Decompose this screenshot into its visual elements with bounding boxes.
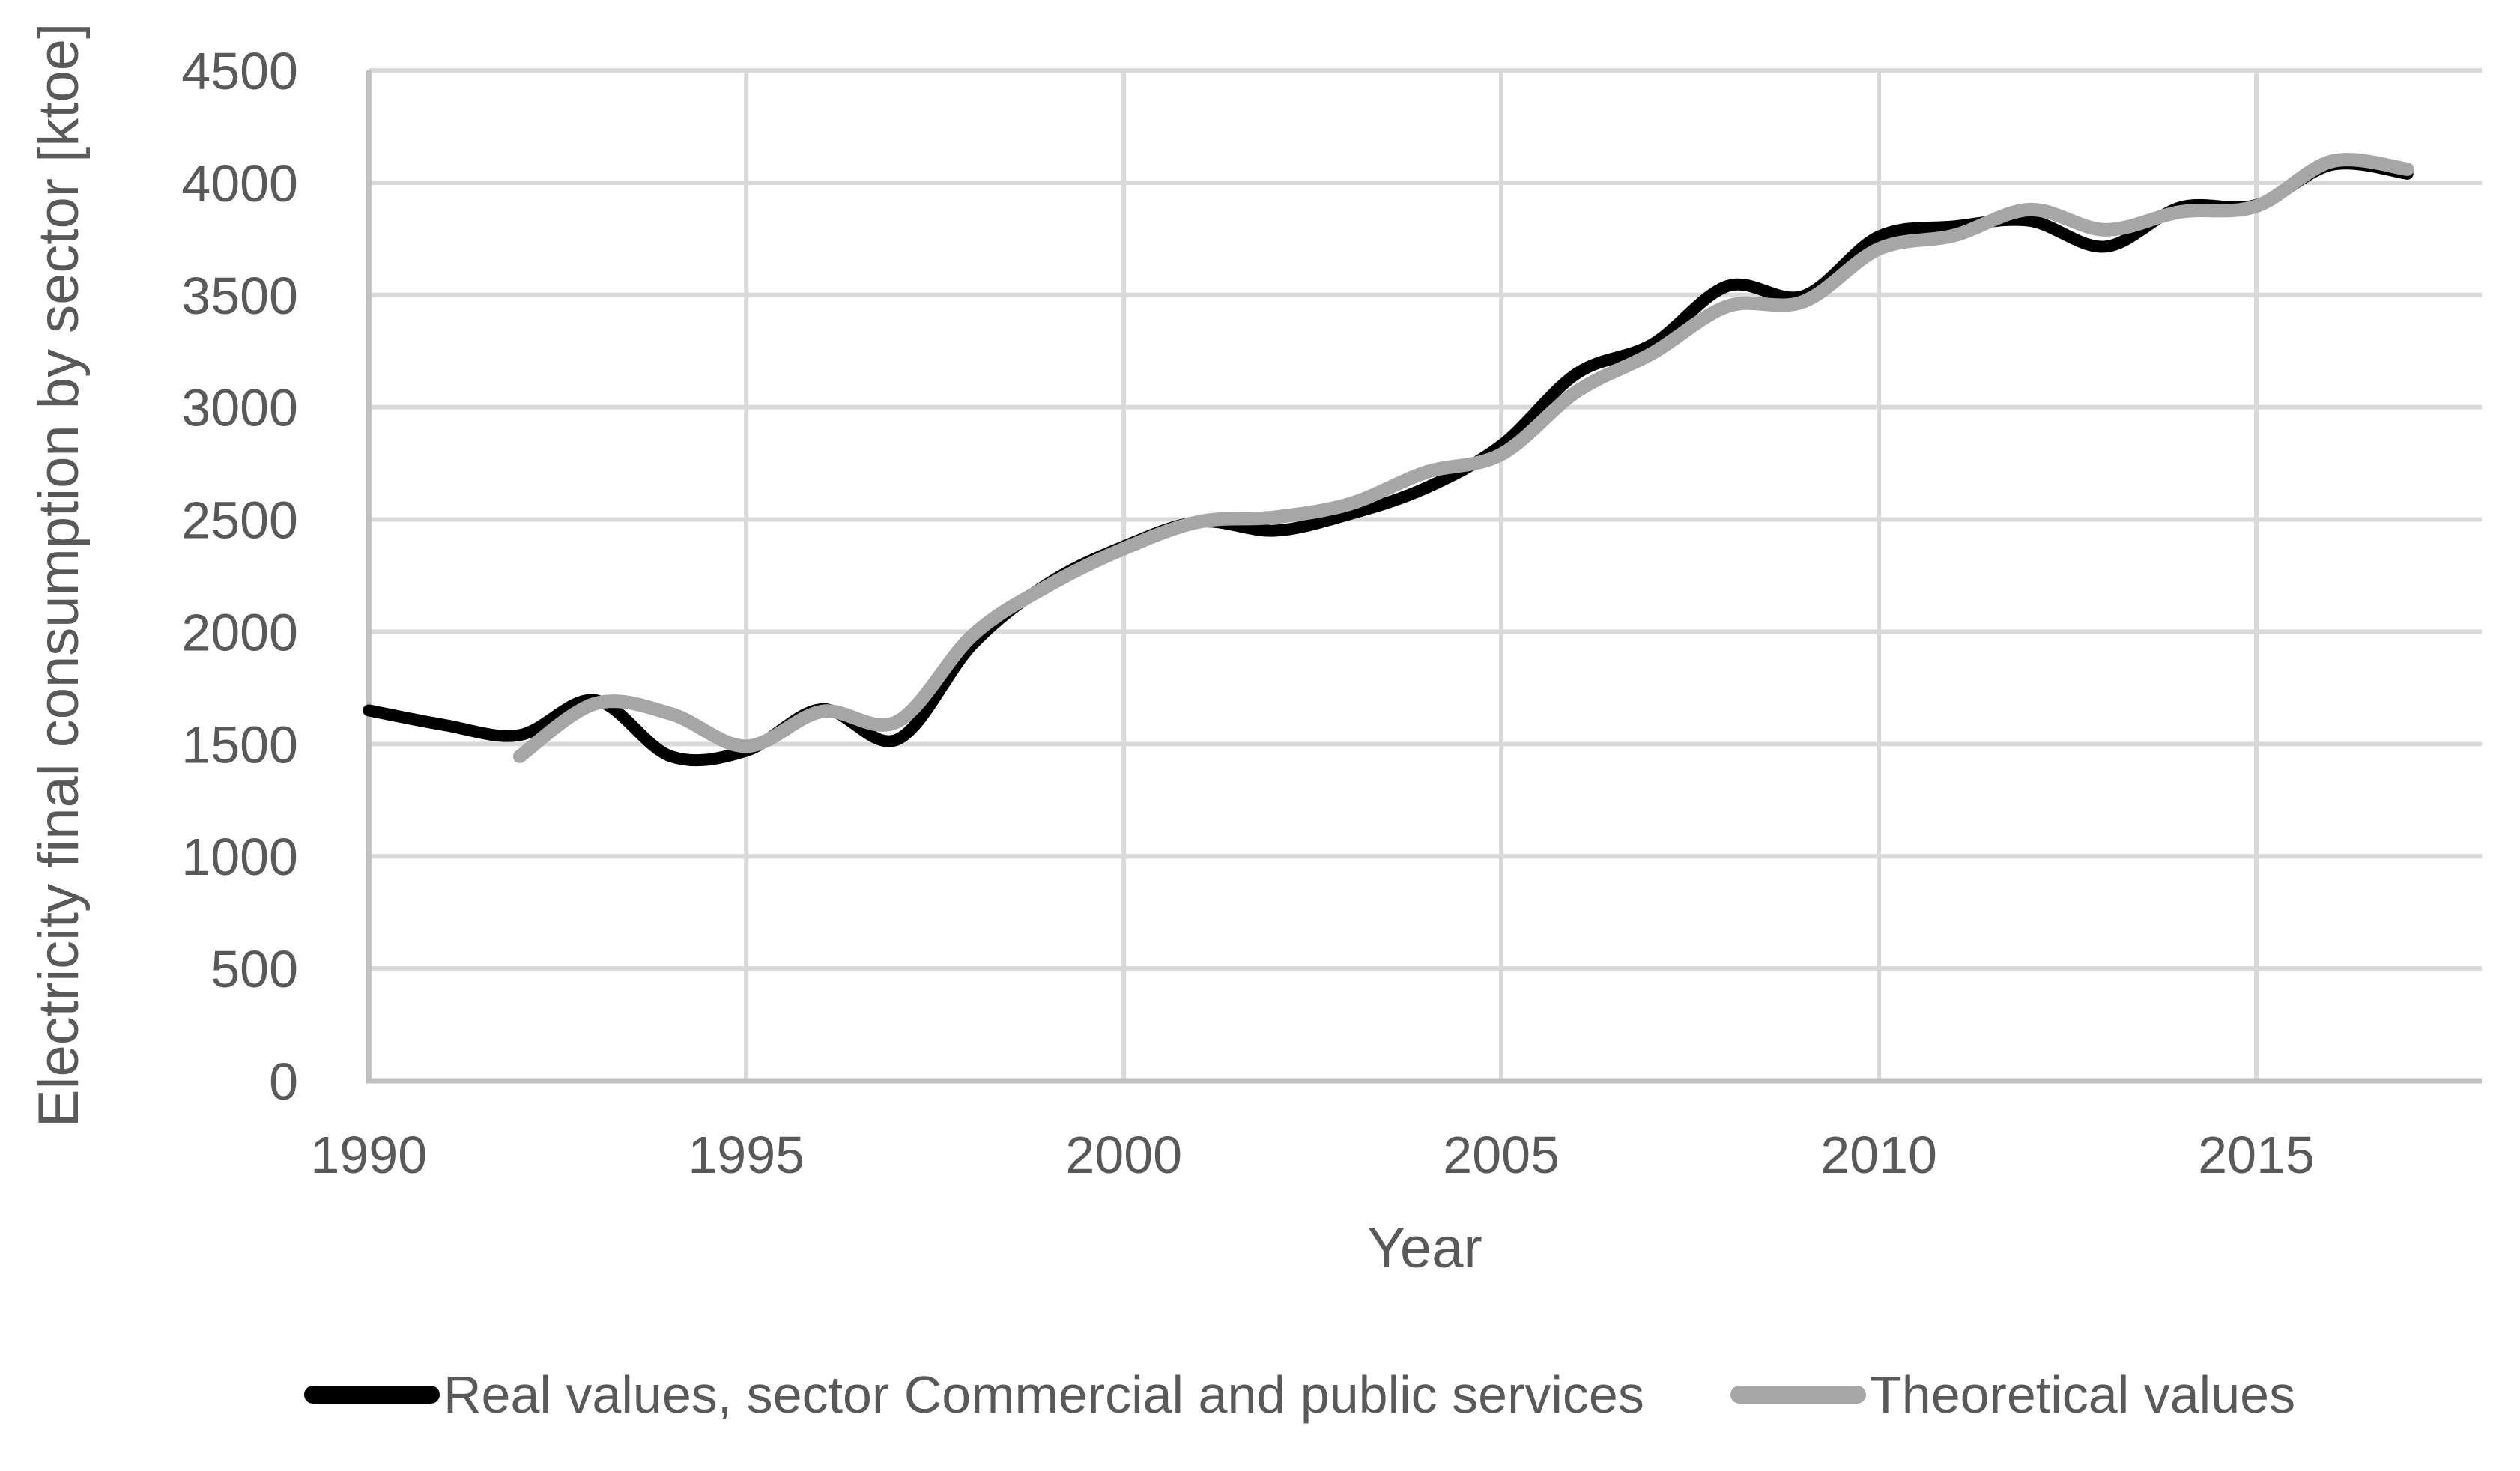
y-tick-label: 1000 bbox=[181, 828, 298, 886]
legend: Real values, sector Commercial and publi… bbox=[304, 1365, 2295, 1424]
y-tick-label: 1500 bbox=[181, 715, 298, 774]
x-tick-label: 2000 bbox=[1065, 1126, 1182, 1184]
legend-label-theoretical-values: Theoretical values bbox=[1870, 1365, 2295, 1424]
y-tick-label: 4500 bbox=[181, 42, 298, 100]
legend-label-real-values: Real values, sector Commercial and publi… bbox=[443, 1365, 1644, 1424]
y-tick-label: 0 bbox=[269, 1052, 298, 1111]
x-tick-label: 2015 bbox=[2198, 1126, 2315, 1184]
y-tick-label: 2500 bbox=[181, 491, 298, 550]
axis-lines bbox=[366, 70, 2482, 1084]
x-tick-label: 2010 bbox=[1820, 1126, 1937, 1184]
theoretical-values-line bbox=[512, 153, 2414, 763]
x-axis-title: Year bbox=[1367, 1216, 1482, 1280]
x-axis-tick-labels: 1990 1995 2000 2005 2010 2015 bbox=[310, 1126, 2314, 1184]
x-tick-label: 1990 bbox=[310, 1126, 427, 1184]
x-tick-label: 1995 bbox=[688, 1126, 805, 1184]
y-axis-title: Electricity final consumption by sector … bbox=[27, 23, 91, 1127]
y-tick-label: 500 bbox=[210, 940, 298, 998]
y-tick-label: 4000 bbox=[181, 154, 298, 213]
series-paths bbox=[363, 153, 2414, 767]
y-tick-label: 3500 bbox=[181, 267, 298, 325]
x-tick-label: 2005 bbox=[1443, 1126, 1560, 1184]
real-values-line bbox=[363, 157, 2414, 767]
y-tick-label: 2000 bbox=[181, 603, 298, 661]
y-tick-label: 3000 bbox=[181, 379, 298, 437]
y-axis-tick-labels: 0 500 1000 1500 2000 2500 3000 3500 4000 4500 bbox=[181, 42, 298, 1111]
